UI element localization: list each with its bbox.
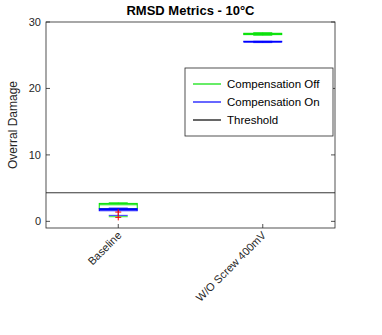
y-tick-label: 10 (29, 149, 41, 161)
x-tick-label: W/O Screw 400mV (194, 228, 269, 303)
legend-swatch (193, 101, 221, 102)
y-tick-label: 20 (29, 82, 41, 94)
y-axis-label: Overral Damage (6, 81, 20, 169)
y-tick (331, 154, 335, 155)
median (99, 204, 137, 205)
y-tick (331, 221, 335, 222)
title: RMSD Metrics - 10°C (126, 3, 255, 18)
y-tick-label: 0 (35, 215, 41, 227)
box (244, 33, 282, 34)
legend-box (185, 68, 333, 136)
median (244, 41, 282, 42)
outlier-v (118, 209, 119, 215)
y-tick (46, 154, 50, 155)
y-tick (46, 88, 50, 89)
y-tick-label: 30 (29, 16, 41, 28)
box (244, 41, 282, 43)
x-tick (262, 224, 263, 228)
marks (46, 33, 335, 221)
legend-label: Compensation On (227, 96, 320, 108)
plot-area (46, 22, 335, 228)
legend-swatch (193, 83, 221, 84)
threshold-line (46, 192, 335, 193)
x-tick-label: Baseline (85, 229, 123, 267)
legend-label: Compensation Off (227, 78, 320, 90)
legend-label: Threshold (227, 114, 278, 126)
frame (46, 22, 335, 228)
chart: RMSD Metrics - 10°C Overral Damage 0 10 20 30… (0, 0, 382, 335)
y-tick (46, 221, 50, 222)
outlier (115, 214, 121, 220)
outlier-v (118, 214, 119, 220)
box (99, 203, 137, 208)
legend-swatch (193, 119, 221, 120)
outlier (115, 209, 121, 215)
legend: Compensation Off Compensation On Threshold (185, 68, 333, 136)
x-tick (118, 224, 119, 228)
median (244, 33, 282, 34)
